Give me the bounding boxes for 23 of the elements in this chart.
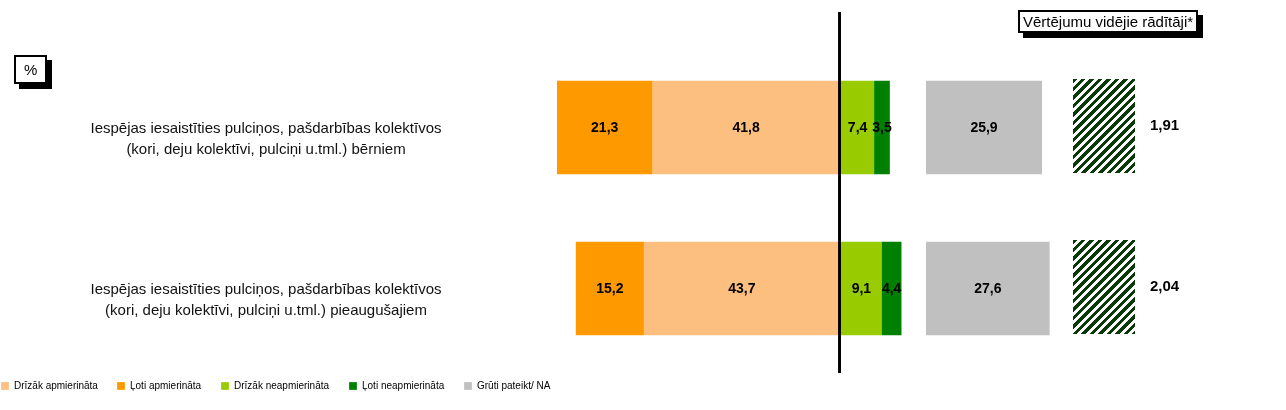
legend-label: Drīzāk apmierināta (14, 380, 99, 391)
data-label: 25,9 (970, 118, 998, 135)
text: % (14, 55, 48, 84)
y-tick-label: Iespējas iesaistīties pulciņos, pašdarbības kolektīvos (kori, deju kolektīvi, pulciņi u.tml.) bērniem (90, 118, 442, 157)
legend-label: Grūti pateikt/ NA (477, 380, 551, 391)
legend-label: Drīzāk neapmierināta (234, 380, 330, 391)
bar (557, 80, 653, 175)
legend-label: Ļoti neapmierināta (362, 380, 445, 391)
bar (841, 241, 882, 336)
text: 1,91 (1150, 115, 1180, 133)
data-label: 21,3 (591, 118, 619, 135)
data-label: 15,2 (596, 279, 624, 296)
annotation: Vērtējumu vidējie rādītāji* (1018, 10, 1199, 33)
y-tick-label: Iespējas iesaistīties pulciņos, pašdarbības kolektīvos (kori, deju kolektīvi, pulciņi u.tml.) pieaugušajiem (90, 279, 442, 318)
data-label: 27,6 (974, 279, 1002, 296)
data-label: 9,1 (851, 279, 872, 296)
bar (575, 241, 644, 336)
legend-label: Ļoti apmierināta (130, 380, 202, 391)
text: 2,04 (1150, 276, 1180, 294)
data-label: 43,7 (728, 279, 756, 296)
data-label: 41,8 (732, 118, 760, 135)
bar (881, 241, 902, 336)
data-label: 7,4 (847, 118, 868, 135)
